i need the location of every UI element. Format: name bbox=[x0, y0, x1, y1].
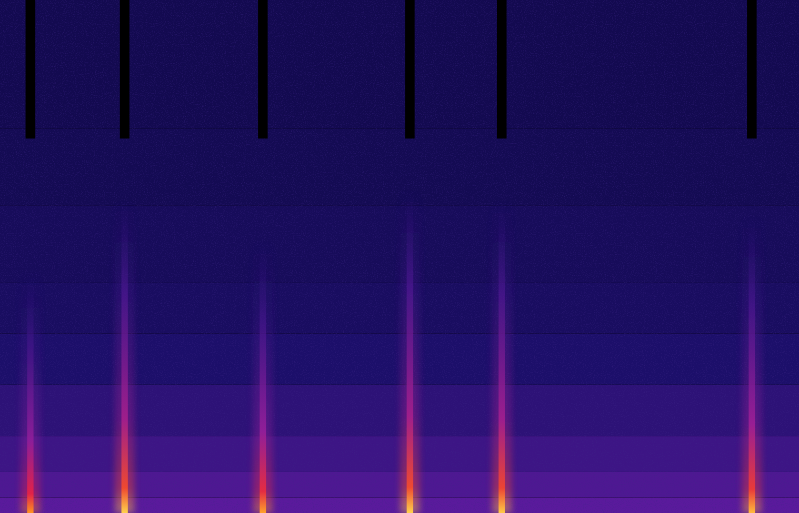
background-bands bbox=[0, 0, 799, 513]
event bbox=[499, 200, 505, 513]
event-glow bbox=[115, 200, 134, 513]
dropout bbox=[120, 0, 130, 139]
event-glow bbox=[492, 200, 511, 513]
noise-texture bbox=[0, 0, 799, 513]
event bbox=[260, 241, 266, 513]
event-glow bbox=[253, 241, 272, 513]
dropouts bbox=[26, 0, 757, 139]
spectrogram bbox=[0, 0, 799, 513]
dropout bbox=[747, 0, 757, 139]
events bbox=[21, 190, 762, 513]
event-glow bbox=[21, 272, 40, 513]
event bbox=[749, 215, 755, 513]
dropout bbox=[405, 0, 415, 139]
plot-area bbox=[0, 0, 799, 513]
event-glow bbox=[400, 190, 419, 513]
dropout bbox=[26, 0, 36, 139]
event bbox=[407, 190, 413, 513]
dropout bbox=[258, 0, 268, 139]
event bbox=[27, 272, 33, 513]
event bbox=[121, 200, 127, 513]
event-glow bbox=[742, 215, 761, 513]
dropout bbox=[497, 0, 507, 139]
